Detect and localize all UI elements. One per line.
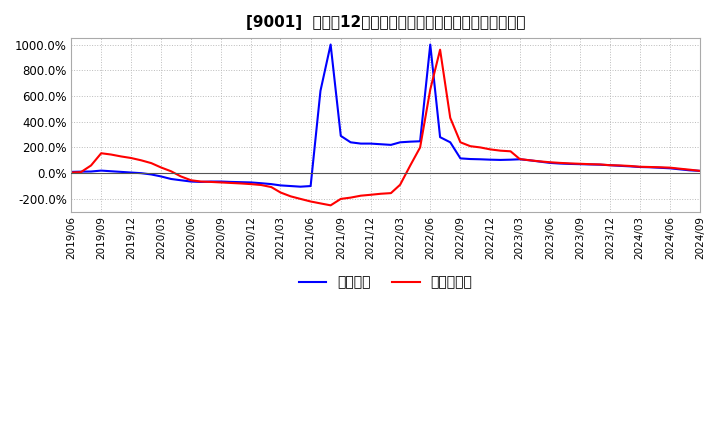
Line: 当期純利益: 当期純利益 xyxy=(71,50,700,205)
Legend: 経常利益, 当期純利益: 経常利益, 当期純利益 xyxy=(293,270,478,295)
Line: 経常利益: 経常利益 xyxy=(71,44,700,187)
Title: [9001]  利益だ12か月移動合計の対前年同期増減率の推移: [9001] 利益だ12か月移動合計の対前年同期増減率の推移 xyxy=(246,15,526,30)
